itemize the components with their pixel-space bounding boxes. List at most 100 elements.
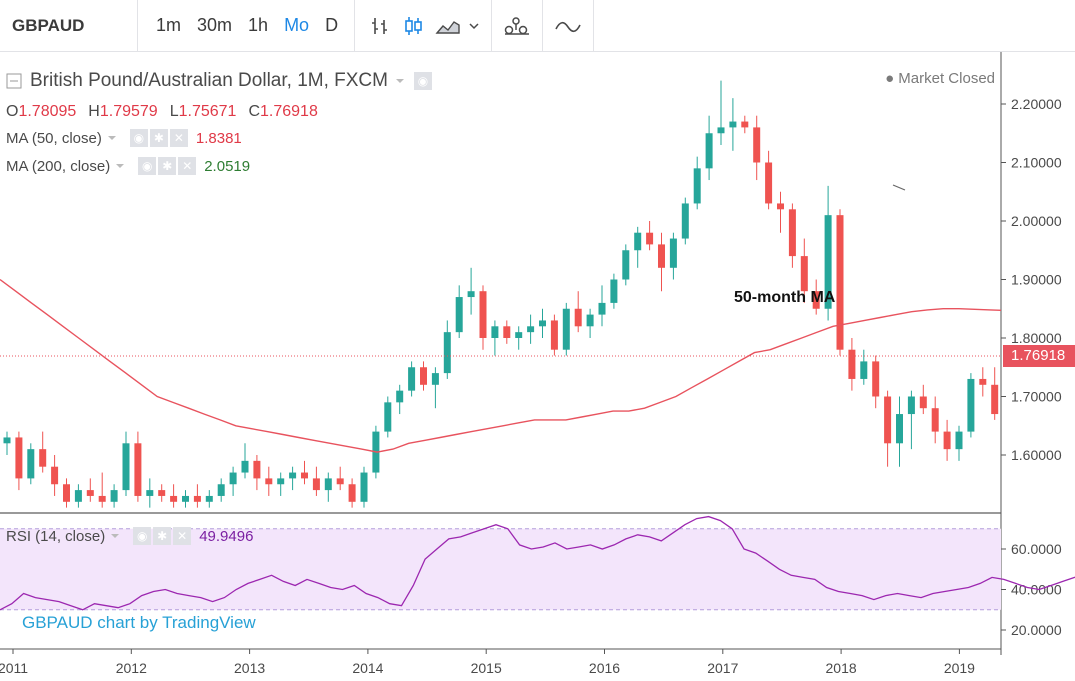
gear-icon[interactable]: ✱ [149, 129, 168, 147]
candle-body [420, 367, 427, 385]
candle-body [658, 244, 665, 268]
candle-body [277, 478, 285, 485]
candle-body [253, 460, 261, 479]
timeframe-group: 1m 30m 1h Mo D [138, 0, 356, 52]
close-icon[interactable]: ✕ [178, 157, 197, 175]
candle-body [443, 332, 451, 374]
candle-body [360, 472, 368, 502]
timeframe-30m[interactable]: 30m [197, 15, 233, 35]
candle-body [919, 396, 927, 409]
candle-body [800, 256, 808, 292]
candle-body [586, 314, 594, 327]
price-chart[interactable]: 2.20000 2.10000 2.00000 1.90000 1.80000 1.700… [0, 52, 1075, 681]
chevron-down-icon[interactable] [394, 75, 406, 87]
drawing-stroke [892, 184, 906, 191]
rsi-value: 49.9496 [199, 527, 254, 545]
candle-body [943, 431, 951, 450]
chevron-down-icon[interactable] [114, 160, 126, 172]
candles-group [0, 80, 1034, 508]
area-chart-icon[interactable] [431, 0, 465, 52]
candle-body [98, 495, 106, 502]
timeframe-1h[interactable]: 1h [248, 15, 269, 35]
candle-body [503, 326, 511, 338]
candle-body [431, 373, 439, 385]
price-tick-label: 2.10000 [1011, 155, 1062, 171]
candle-body [693, 168, 701, 204]
candle-body [812, 291, 820, 309]
timeframe-mo[interactable]: Mo [284, 15, 310, 35]
eye-icon[interactable]: ◉ [133, 527, 152, 545]
close-icon[interactable]: ✕ [173, 527, 192, 545]
candle-body [146, 490, 154, 496]
candle-body [265, 478, 273, 485]
symbol-legend: British Pound/Australian Dollar, 1M, FXC… [6, 70, 432, 92]
eye-icon[interactable]: ◉ [413, 72, 432, 90]
candle-body [622, 250, 630, 280]
candle-body [562, 308, 570, 350]
price-tick-label: 1.80000 [1011, 330, 1062, 346]
gear-icon[interactable]: ✱ [158, 157, 177, 175]
timeframe-d[interactable]: D [325, 15, 339, 35]
eye-icon[interactable]: ◉ [129, 129, 148, 147]
candle-body [63, 484, 70, 502]
chevron-down-icon[interactable] [109, 530, 121, 542]
market-status-text: Market Closed [898, 70, 995, 87]
close-icon[interactable]: ✕ [169, 129, 188, 147]
candle-body [884, 396, 892, 444]
candle-body [991, 384, 999, 415]
chart-title: British Pound/Australian Dollar, 1M, FXC… [30, 70, 388, 91]
time-tick-label: 2017 [707, 660, 738, 676]
candle-body [289, 472, 297, 479]
time-tick-label: 2015 [471, 660, 502, 676]
candle-body [741, 121, 749, 128]
candle-body [336, 478, 344, 485]
candle-body [872, 361, 880, 397]
candle-body [729, 121, 737, 128]
high-label: H [88, 103, 100, 120]
collapse-icon[interactable] [6, 73, 22, 89]
candle-body [1027, 408, 1034, 443]
candle-body [51, 466, 59, 485]
candle-body [39, 449, 47, 467]
watermark[interactable]: GBPAUD chart by TradingView [22, 613, 256, 632]
ma200-value: 2.0519 [204, 157, 251, 175]
candle-body [3, 437, 11, 444]
eye-icon[interactable]: ◉ [138, 157, 157, 175]
candle-body [324, 478, 332, 491]
candle-body [669, 238, 677, 268]
time-tick-label: 2016 [589, 660, 620, 676]
gear-icon[interactable]: ✱ [153, 527, 172, 545]
candle-body [788, 209, 796, 257]
candle-body [158, 490, 166, 496]
candle-body [408, 367, 416, 391]
candle-body [74, 490, 82, 502]
low-value: 1.75671 [178, 103, 237, 120]
candle-body [848, 349, 856, 379]
market-status: ● Market Closed [885, 70, 995, 87]
bar-chart-icon[interactable] [363, 0, 397, 52]
rsi-tick-label: 20.0000 [1011, 622, 1062, 638]
chevron-down-icon[interactable] [106, 132, 118, 144]
ohlc-legend: O 1.78095 H 1.79579 L 1.75671 C 1.76918 [6, 103, 318, 121]
candle-body [122, 443, 130, 491]
candlestick-icon[interactable] [397, 0, 431, 52]
time-tick-label: 2019 [944, 660, 975, 676]
time-tick-label: 2011 [0, 660, 28, 676]
candle-body [193, 495, 201, 502]
candle-body [205, 495, 213, 502]
candle-body [27, 449, 35, 479]
compare-icon[interactable] [551, 0, 585, 52]
chart-style-group [355, 0, 493, 52]
chevron-down-icon[interactable] [465, 20, 483, 32]
time-tick-label: 2013 [234, 660, 265, 676]
candle-body [110, 490, 118, 502]
ma200-label: MA (200, close) [6, 157, 111, 175]
high-value: 1.79579 [99, 103, 158, 120]
candle-body [134, 443, 142, 496]
rsi-tick-label: 60.0000 [1011, 541, 1062, 557]
candle-body [491, 326, 499, 338]
indicators-icon[interactable] [500, 0, 534, 52]
close-value: 1.76918 [260, 103, 318, 120]
timeframe-1m[interactable]: 1m [156, 15, 182, 35]
symbol-search[interactable]: GBPAUD [0, 0, 138, 52]
